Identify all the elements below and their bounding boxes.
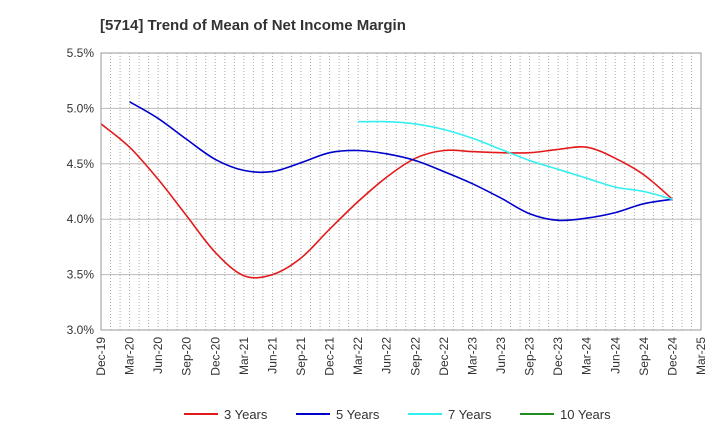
y-tick-label: 3.0% — [67, 323, 95, 337]
y-tick-label: 3.5% — [67, 268, 95, 282]
chart-title: [5714] Trend of Mean of Net Income Margi… — [100, 17, 406, 34]
plot-frame — [100, 52, 702, 331]
x-tick-label: Sep-23 — [523, 337, 537, 376]
x-tick-label: Sep-20 — [180, 337, 194, 376]
x-tick-label: Dec-22 — [437, 337, 451, 376]
legend: 3 Years 5 Years 7 Years 10 Years — [184, 407, 611, 422]
x-tick-label: Sep-22 — [408, 337, 422, 376]
x-tick-label: Jun-24 — [608, 337, 622, 374]
x-tick-label: Mar-21 — [237, 337, 251, 375]
x-tick-label: Jun-20 — [151, 337, 165, 374]
x-tick-label: Mar-23 — [465, 337, 479, 375]
series-line-3-years — [100, 123, 673, 279]
x-tick-label: Sep-21 — [294, 337, 308, 376]
x-tick-label: Dec-19 — [94, 337, 108, 376]
y-tick-label: 4.5% — [67, 157, 95, 171]
x-tick-label: Jun-23 — [494, 337, 508, 374]
x-tick-label: Dec-20 — [208, 337, 222, 376]
series-line-5-years — [129, 101, 673, 222]
x-tick-label: Dec-23 — [551, 337, 565, 376]
legend-label: 10 Years — [560, 407, 611, 422]
x-tick-label: Jun-22 — [380, 337, 394, 374]
series-lines — [100, 101, 673, 279]
legend-label: 7 Years — [448, 407, 492, 422]
x-axis-ticks: Dec-19 Mar-20 Jun-20 Sep-20 Dec-20 Mar-21 Jun-… — [94, 337, 708, 376]
x-tick-label: Mar-25 — [694, 337, 708, 375]
legend-label: 5 Years — [336, 407, 380, 422]
grid — [101, 53, 701, 330]
y-axis-ticks: 3.0% 3.5% 4.0% 4.5% 5.0% 5.5% — [67, 46, 95, 337]
x-tick-label: Dec-24 — [665, 337, 679, 376]
y-tick-label: 4.0% — [67, 212, 95, 226]
legend-label: 3 Years — [224, 407, 268, 422]
x-tick-label: Mar-24 — [580, 337, 594, 375]
y-tick-label: 5.0% — [67, 101, 95, 115]
series-line-7-years — [358, 120, 673, 201]
x-tick-label: Sep-24 — [637, 337, 651, 376]
x-tick-label: Mar-22 — [351, 337, 365, 375]
y-tick-label: 5.5% — [67, 46, 95, 60]
x-tick-label: Dec-21 — [323, 337, 337, 376]
x-tick-label: Mar-20 — [123, 337, 137, 375]
x-tick-label: Jun-21 — [265, 337, 279, 374]
